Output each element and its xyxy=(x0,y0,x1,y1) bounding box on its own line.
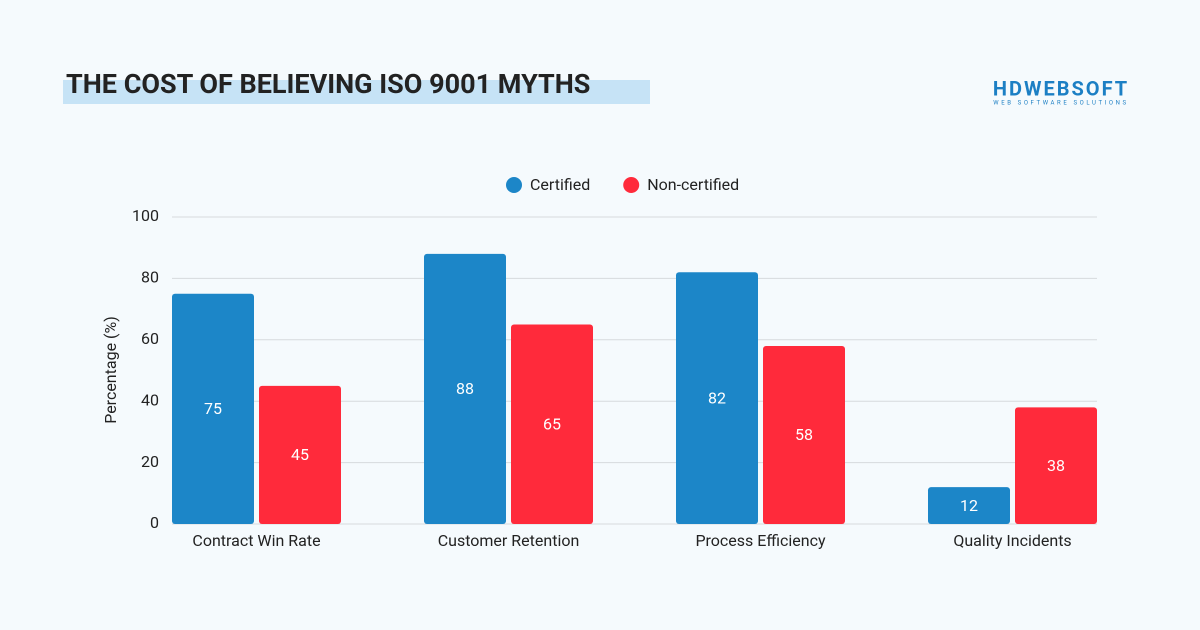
bar xyxy=(676,272,758,524)
legend-marker xyxy=(623,177,640,193)
value-label: 12 xyxy=(960,496,978,515)
value-label: 65 xyxy=(543,414,561,433)
logo-name: HDWEBSOFT xyxy=(993,76,1129,100)
y-tick-label: 100 xyxy=(132,206,159,225)
bar xyxy=(424,253,506,524)
bar xyxy=(511,324,593,524)
value-label: 88 xyxy=(456,379,474,398)
y-tick-label: 20 xyxy=(141,452,159,471)
logo-tagline: WEB SOFTWARE SOLUTIONS xyxy=(993,100,1128,107)
bar xyxy=(259,385,341,524)
legend-label: Certified xyxy=(530,175,590,194)
chart-title: THE COST OF BELIEVING ISO 9001 MYTHS xyxy=(66,68,590,100)
value-label: 82 xyxy=(708,388,726,407)
legend-label: Non-certified xyxy=(647,175,739,194)
y-tick-label: 0 xyxy=(150,513,159,532)
bar xyxy=(1015,407,1097,524)
x-tick-label: Customer Retention xyxy=(438,531,580,550)
bar xyxy=(928,487,1010,524)
x-tick-label: Contract Win Rate xyxy=(192,531,320,550)
y-tick-label: 40 xyxy=(141,390,159,409)
bar xyxy=(763,345,845,524)
x-tick-label: Quality Incidents xyxy=(953,531,1071,550)
y-tick-label: 60 xyxy=(141,329,159,348)
bar xyxy=(172,293,254,524)
x-tick-label: Process Efficiency xyxy=(695,531,826,550)
y-tick-label: 80 xyxy=(141,268,159,287)
title-highlight xyxy=(63,80,650,104)
legend-marker xyxy=(506,177,522,193)
value-label: 38 xyxy=(1047,456,1065,475)
value-label: 58 xyxy=(795,425,813,444)
value-label: 45 xyxy=(291,445,309,464)
y-axis-label: Percentage (%) xyxy=(101,316,120,424)
value-label: 75 xyxy=(204,399,222,418)
